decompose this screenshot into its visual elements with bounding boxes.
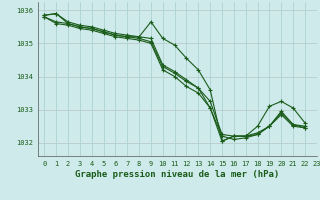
X-axis label: Graphe pression niveau de la mer (hPa): Graphe pression niveau de la mer (hPa): [76, 170, 280, 179]
